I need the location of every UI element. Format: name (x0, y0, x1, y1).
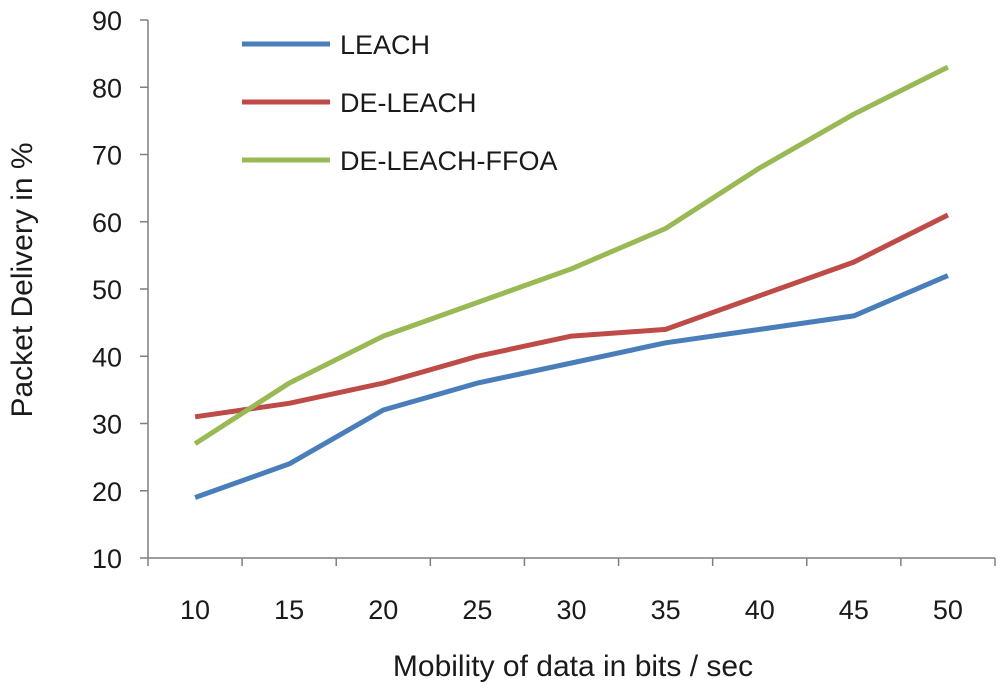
legend-label: DE-LEACH (340, 88, 477, 118)
x-tick-label: 40 (745, 595, 775, 625)
x-tick-label: 45 (839, 595, 869, 625)
series-lines (193, 64, 950, 500)
legend-label: LEACH (340, 30, 430, 60)
y-tick-label: 10 (92, 544, 122, 574)
y-tick-label: 80 (92, 73, 122, 103)
x-tick-label: 50 (933, 595, 963, 625)
y-axis-title: Packet Delivery in % (6, 142, 39, 417)
x-axis: 10 15 20 25 30 35 40 45 50 (147, 557, 996, 625)
series-line-de-leach (194, 212, 950, 420)
legend: LEACH DE-LEACH DE-LEACH-FFOA (242, 30, 558, 176)
y-axis: 10 20 30 40 50 60 70 80 90 (92, 6, 149, 574)
y-tick-label: 90 (92, 6, 122, 36)
y-tick-label: 20 (92, 477, 122, 507)
y-tick-label: 30 (92, 410, 122, 440)
series-line-de-leach-ffoa (193, 64, 950, 446)
x-tick-label: 35 (651, 595, 681, 625)
y-tick-label: 70 (92, 141, 122, 171)
x-tick-label: 15 (274, 595, 304, 625)
legend-label: DE-LEACH-FFOA (340, 146, 558, 176)
y-tick-label: 50 (92, 275, 122, 305)
x-axis-title: Mobility of data in bits / sec (393, 650, 753, 683)
x-tick-label: 25 (462, 595, 492, 625)
x-tick-label: 10 (180, 595, 210, 625)
y-tick-label: 40 (92, 342, 122, 372)
series-line-leach (194, 273, 949, 500)
y-tick-label: 60 (92, 208, 122, 238)
x-tick-label: 30 (556, 595, 586, 625)
x-tick-label: 20 (368, 595, 398, 625)
